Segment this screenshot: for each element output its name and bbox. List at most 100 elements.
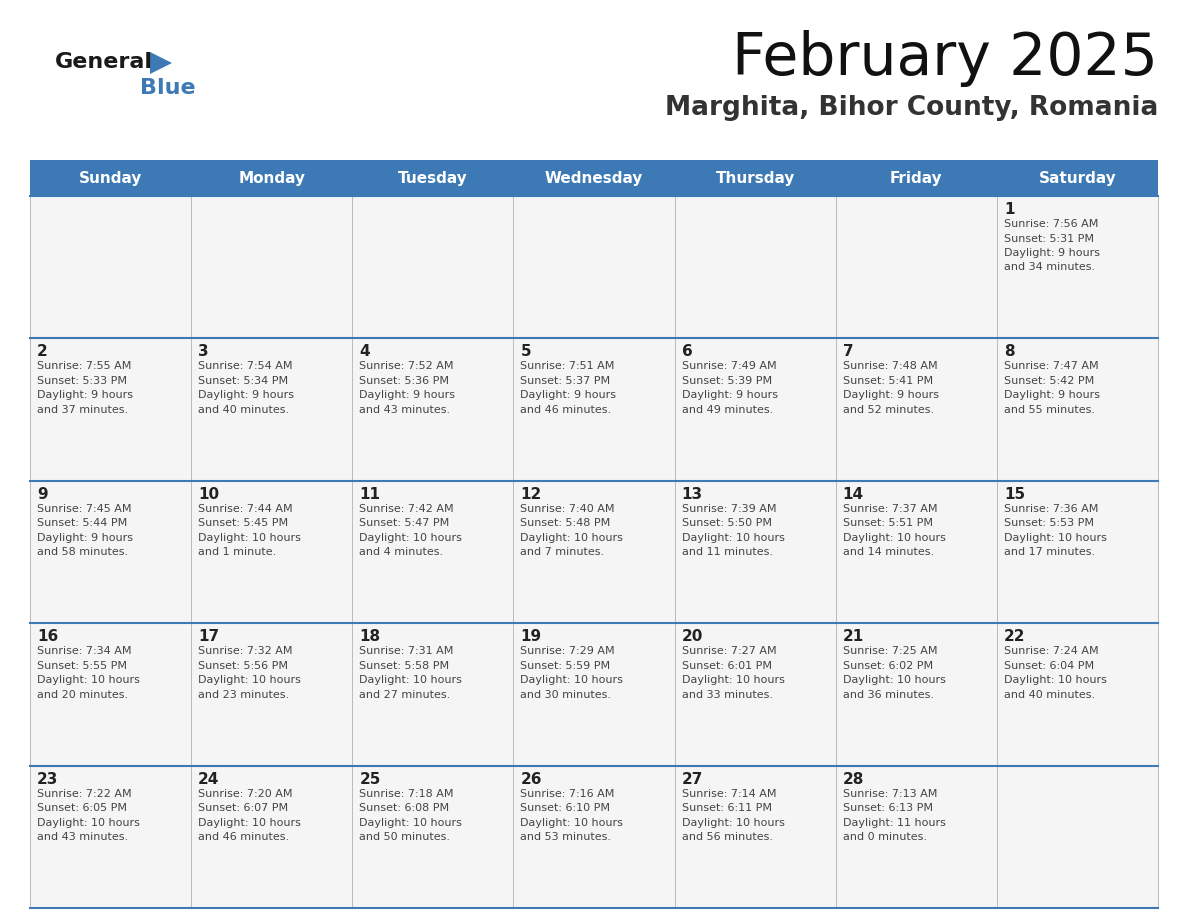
Text: Daylight: 10 hours: Daylight: 10 hours [1004, 676, 1107, 685]
Text: and 40 minutes.: and 40 minutes. [198, 405, 289, 415]
Text: Sunrise: 7:37 AM: Sunrise: 7:37 AM [842, 504, 937, 514]
Text: Sunset: 6:08 PM: Sunset: 6:08 PM [359, 803, 449, 813]
Text: 7: 7 [842, 344, 853, 360]
Text: and 50 minutes.: and 50 minutes. [359, 832, 450, 842]
Text: Sunrise: 7:54 AM: Sunrise: 7:54 AM [198, 362, 292, 372]
Text: and 46 minutes.: and 46 minutes. [198, 832, 289, 842]
Text: Daylight: 10 hours: Daylight: 10 hours [37, 676, 140, 685]
Bar [30, 766, 1158, 908]
Text: 10: 10 [198, 487, 220, 502]
Text: 5: 5 [520, 344, 531, 360]
Text: 22: 22 [1004, 629, 1025, 644]
Text: Daylight: 10 hours: Daylight: 10 hours [359, 676, 462, 685]
Text: Marghita, Bihor County, Romania: Marghita, Bihor County, Romania [664, 95, 1158, 121]
Text: 14: 14 [842, 487, 864, 502]
Text: Saturday: Saturday [1038, 171, 1117, 185]
Text: Sunrise: 7:42 AM: Sunrise: 7:42 AM [359, 504, 454, 514]
Text: Sunrise: 7:56 AM: Sunrise: 7:56 AM [1004, 219, 1098, 229]
Text: Sunset: 5:59 PM: Sunset: 5:59 PM [520, 661, 611, 671]
Text: 12: 12 [520, 487, 542, 502]
Text: Daylight: 10 hours: Daylight: 10 hours [359, 818, 462, 828]
Text: Sunset: 6:13 PM: Sunset: 6:13 PM [842, 803, 933, 813]
Text: Daylight: 9 hours: Daylight: 9 hours [520, 390, 617, 400]
Text: Daylight: 9 hours: Daylight: 9 hours [198, 390, 295, 400]
Text: Sunset: 5:58 PM: Sunset: 5:58 PM [359, 661, 449, 671]
Text: Sunset: 5:34 PM: Sunset: 5:34 PM [198, 375, 289, 386]
Text: Wednesday: Wednesday [545, 171, 643, 185]
Text: Sunset: 5:45 PM: Sunset: 5:45 PM [198, 519, 289, 528]
Text: Sunset: 5:44 PM: Sunset: 5:44 PM [37, 519, 127, 528]
Text: and 37 minutes.: and 37 minutes. [37, 405, 128, 415]
Text: 6: 6 [682, 344, 693, 360]
Text: and 46 minutes.: and 46 minutes. [520, 405, 612, 415]
Text: Daylight: 9 hours: Daylight: 9 hours [37, 532, 133, 543]
Text: Daylight: 10 hours: Daylight: 10 hours [198, 676, 301, 685]
Text: Thursday: Thursday [715, 171, 795, 185]
Text: Sunrise: 7:51 AM: Sunrise: 7:51 AM [520, 362, 615, 372]
Text: and 23 minutes.: and 23 minutes. [198, 689, 289, 700]
Text: and 49 minutes.: and 49 minutes. [682, 405, 773, 415]
Text: Daylight: 10 hours: Daylight: 10 hours [359, 532, 462, 543]
Text: Daylight: 10 hours: Daylight: 10 hours [1004, 532, 1107, 543]
Text: 18: 18 [359, 629, 380, 644]
Text: and 0 minutes.: and 0 minutes. [842, 832, 927, 842]
Text: Sunrise: 7:13 AM: Sunrise: 7:13 AM [842, 789, 937, 799]
Text: Sunrise: 7:32 AM: Sunrise: 7:32 AM [198, 646, 292, 656]
Text: Sunrise: 7:27 AM: Sunrise: 7:27 AM [682, 646, 776, 656]
Text: Sunset: 6:07 PM: Sunset: 6:07 PM [198, 803, 289, 813]
Text: Daylight: 9 hours: Daylight: 9 hours [842, 390, 939, 400]
Text: Sunrise: 7:18 AM: Sunrise: 7:18 AM [359, 789, 454, 799]
Text: Daylight: 9 hours: Daylight: 9 hours [359, 390, 455, 400]
Text: and 36 minutes.: and 36 minutes. [842, 689, 934, 700]
Bar [30, 160, 1158, 196]
Text: 20: 20 [682, 629, 703, 644]
Text: and 56 minutes.: and 56 minutes. [682, 832, 772, 842]
Text: Daylight: 10 hours: Daylight: 10 hours [520, 818, 624, 828]
Text: Sunset: 5:51 PM: Sunset: 5:51 PM [842, 519, 933, 528]
Text: Sunset: 5:36 PM: Sunset: 5:36 PM [359, 375, 449, 386]
Text: Friday: Friday [890, 171, 942, 185]
Text: 27: 27 [682, 772, 703, 787]
Text: 16: 16 [37, 629, 58, 644]
Text: 21: 21 [842, 629, 864, 644]
Text: Daylight: 9 hours: Daylight: 9 hours [682, 390, 778, 400]
Text: Daylight: 10 hours: Daylight: 10 hours [682, 676, 784, 685]
Text: 19: 19 [520, 629, 542, 644]
Text: and 27 minutes.: and 27 minutes. [359, 689, 450, 700]
Text: 26: 26 [520, 772, 542, 787]
Text: 8: 8 [1004, 344, 1015, 360]
Bar [30, 339, 1158, 481]
Text: Daylight: 11 hours: Daylight: 11 hours [842, 818, 946, 828]
Text: Monday: Monday [239, 171, 305, 185]
Text: Sunrise: 7:22 AM: Sunrise: 7:22 AM [37, 789, 132, 799]
Text: Sunrise: 7:36 AM: Sunrise: 7:36 AM [1004, 504, 1098, 514]
Text: Sunrise: 7:39 AM: Sunrise: 7:39 AM [682, 504, 776, 514]
Text: Daylight: 10 hours: Daylight: 10 hours [520, 676, 624, 685]
Text: and 1 minute.: and 1 minute. [198, 547, 277, 557]
Text: Sunrise: 7:34 AM: Sunrise: 7:34 AM [37, 646, 132, 656]
Text: 11: 11 [359, 487, 380, 502]
Text: Sunset: 6:05 PM: Sunset: 6:05 PM [37, 803, 127, 813]
Text: Sunset: 5:47 PM: Sunset: 5:47 PM [359, 519, 449, 528]
Text: 24: 24 [198, 772, 220, 787]
Text: and 11 minutes.: and 11 minutes. [682, 547, 772, 557]
Text: 25: 25 [359, 772, 380, 787]
Polygon shape [150, 52, 172, 74]
Text: and 58 minutes.: and 58 minutes. [37, 547, 128, 557]
Text: and 7 minutes.: and 7 minutes. [520, 547, 605, 557]
Text: Sunrise: 7:55 AM: Sunrise: 7:55 AM [37, 362, 132, 372]
Text: Sunset: 5:56 PM: Sunset: 5:56 PM [198, 661, 289, 671]
Text: General: General [55, 52, 153, 72]
Text: 28: 28 [842, 772, 864, 787]
Text: 4: 4 [359, 344, 369, 360]
Text: Daylight: 10 hours: Daylight: 10 hours [37, 818, 140, 828]
Text: Sunrise: 7:16 AM: Sunrise: 7:16 AM [520, 789, 615, 799]
Text: and 4 minutes.: and 4 minutes. [359, 547, 443, 557]
Text: Sunset: 6:01 PM: Sunset: 6:01 PM [682, 661, 771, 671]
Text: Daylight: 10 hours: Daylight: 10 hours [198, 532, 301, 543]
Bar [30, 623, 1158, 766]
Text: Sunset: 6:11 PM: Sunset: 6:11 PM [682, 803, 771, 813]
Text: Daylight: 9 hours: Daylight: 9 hours [1004, 390, 1100, 400]
Text: Sunset: 5:33 PM: Sunset: 5:33 PM [37, 375, 127, 386]
Text: and 34 minutes.: and 34 minutes. [1004, 263, 1095, 273]
